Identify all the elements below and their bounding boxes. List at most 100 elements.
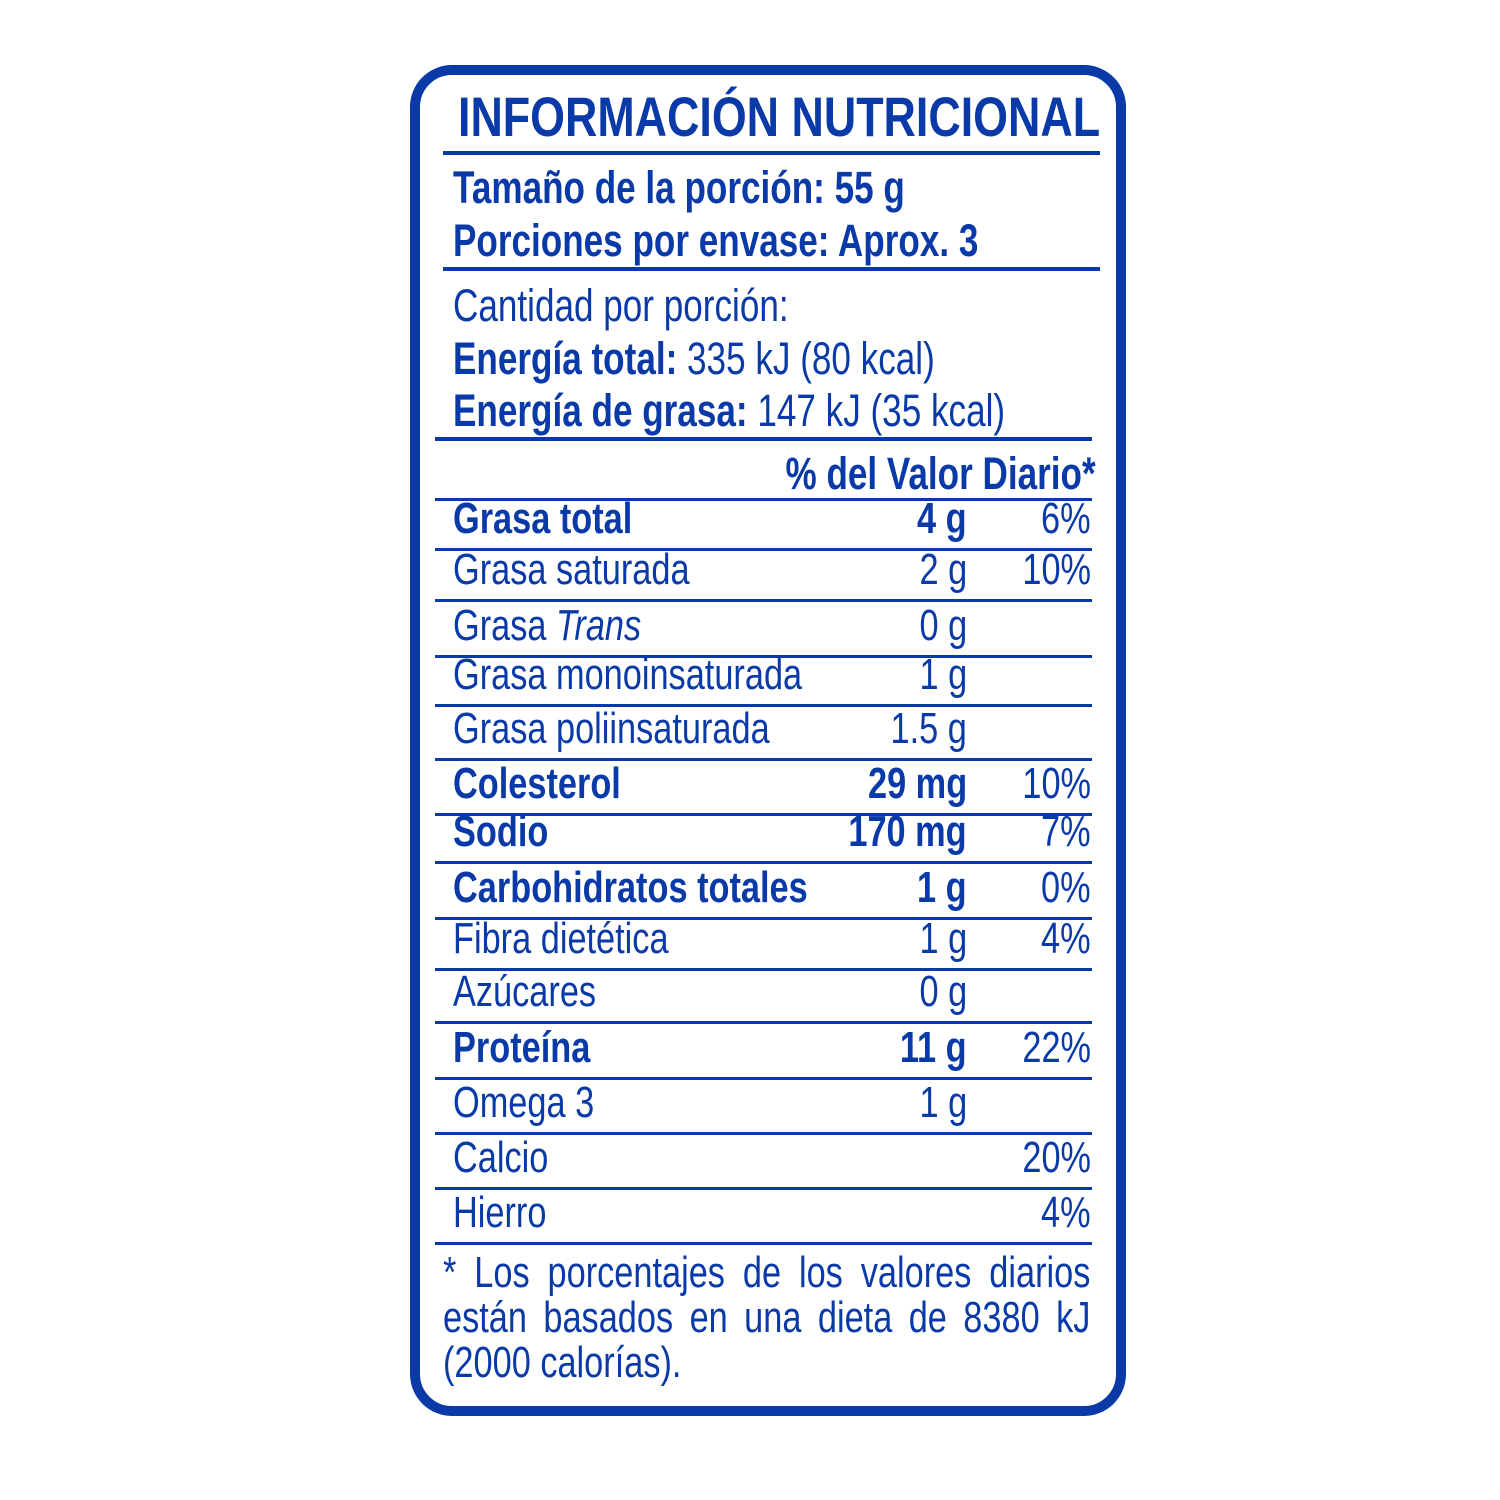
nutrient-daily-value: 22% (1003, 1023, 1091, 1073)
energy-total-value: 335 kJ (80 kcal) (677, 333, 935, 384)
divider (435, 1132, 1092, 1135)
serving-size: Tamaño de la porción: 55 g (453, 162, 1032, 214)
nutrient-daily-value-text: 20% (1022, 1133, 1091, 1182)
nutrient-name-text: Grasa saturada (453, 545, 690, 594)
divider (443, 151, 1100, 155)
nutrient-name-text: Omega 3 (453, 1078, 595, 1127)
nutrient-daily-value-text: 4% (1041, 914, 1091, 963)
energy-fat: Energía de grasa: 147 kJ (35 kcal) (453, 385, 1161, 437)
nutrient-name-text: Grasa Trans (453, 601, 642, 650)
divider (435, 917, 1092, 920)
nutrient-amount-text: 170 mg (848, 807, 967, 856)
nutrient-amount: 4 g (903, 494, 967, 544)
nutrient-amount: 0 g (906, 601, 967, 651)
nutrient-name: Grasa poliinsaturada (453, 704, 859, 754)
nutrient-amount: 1 g (906, 914, 967, 964)
nutrient-amount-text: 0 g (919, 601, 967, 650)
nutrient-amount: 0 g (906, 967, 967, 1017)
nutrient-amount: 1 g (903, 863, 967, 913)
servings-per-container: Porciones por envase: Aprox. 3 (453, 215, 1127, 267)
label-border (410, 65, 1126, 1416)
nutrient-row: Grasa monoinsaturada 1 g (443, 650, 1091, 704)
nutrient-name: Calcio (453, 1133, 575, 1183)
nutrient-name-text: Azúcares (453, 967, 597, 1016)
nutrient-amount-text: 1.5 g (890, 704, 967, 753)
divider (443, 267, 1100, 271)
nutrient-row: Sodio 170 mg 7% (443, 807, 1091, 861)
nutrient-daily-value-text: 10% (1022, 545, 1091, 594)
energy-total-label: Energía total: (453, 333, 678, 384)
divider (435, 1077, 1092, 1080)
nutrient-row: Carbohidratos totales 1 g 0% (443, 863, 1091, 917)
nutrient-amount-text: 0 g (919, 967, 967, 1016)
divider (435, 1242, 1092, 1245)
nutrient-row: Calcio 20% (443, 1133, 1091, 1187)
nutrient-name: Grasa monoinsaturada (453, 650, 901, 700)
nutrient-row: Grasa poliinsaturada 1.5 g (443, 704, 1091, 758)
nutrient-name: Grasa Trans (453, 601, 694, 651)
nutrient-name: Carbohidratos totales (453, 863, 908, 913)
daily-value-header-text: % del Valor Diario* (785, 448, 1096, 499)
nutrient-daily-value: 10% (1003, 545, 1091, 595)
divider (435, 548, 1092, 551)
nutrient-name: Hierro (453, 1188, 573, 1238)
nutrient-name: Proteína (453, 1023, 629, 1073)
divider (435, 968, 1092, 971)
nutrient-daily-value: 10% (1003, 759, 1091, 809)
divider (435, 655, 1092, 658)
divider (435, 704, 1092, 707)
energy-fat-label: Energía de grasa: (453, 385, 748, 436)
nutrient-name-text: Hierro (453, 1188, 547, 1237)
nutrient-daily-value-text: 22% (1022, 1023, 1091, 1072)
serving-size-text: Tamaño de la porción: 55 g (453, 162, 905, 213)
nutrient-amount-text: 1 g (919, 650, 967, 699)
daily-value-header: % del Valor Diario* (698, 448, 1096, 500)
nutrient-name: Fibra dietética (453, 914, 729, 964)
servings-text: Porciones por envase: Aprox. 3 (453, 215, 979, 266)
energy-total: Energía total: 335 kJ (80 kcal) (453, 333, 1071, 385)
nutrient-row: Proteína 11 g 22% (443, 1023, 1091, 1077)
label-title: INFORMACIÓN NUTRICIONAL (458, 84, 1261, 149)
nutrient-daily-value: 6% (1027, 494, 1091, 544)
nutrient-name: Colesterol (453, 759, 668, 809)
amount-per-serving-text: Cantidad por porción: (453, 280, 789, 331)
nutrient-amount: 1 g (906, 1078, 967, 1128)
nutrient-row: Omega 3 1 g (443, 1078, 1091, 1132)
title-text: INFORMACIÓN NUTRICIONAL (458, 85, 1101, 148)
nutrient-daily-value: 4% (1027, 1188, 1091, 1238)
nutrient-name: Omega 3 (453, 1078, 634, 1128)
nutrient-amount: 170 mg (815, 807, 967, 857)
nutrient-amount: 29 mg (840, 759, 967, 809)
nutrient-amount-text: 1 g (917, 863, 967, 912)
nutrient-amount: 2 g (906, 545, 967, 595)
nutrient-daily-value: 7% (1027, 807, 1091, 857)
nutrient-daily-value-text: 10% (1022, 759, 1091, 808)
nutrient-daily-value-text: 4% (1041, 1188, 1091, 1237)
nutrient-amount-text: 11 g (900, 1023, 967, 1072)
divider (435, 498, 1092, 501)
nutrient-daily-value: 0% (1027, 863, 1091, 913)
nutrient-name: Grasa saturada (453, 545, 756, 595)
divider (435, 1187, 1092, 1190)
nutrient-name-text: Fibra dietética (453, 914, 669, 963)
nutrient-amount-text: 1 g (919, 1078, 967, 1127)
nutrient-daily-value: 4% (1027, 914, 1091, 964)
divider (435, 813, 1092, 816)
nutrient-row: Grasa saturada 2 g 10% (443, 545, 1091, 599)
nutrient-amount-text: 1 g (919, 914, 967, 963)
footnote: * Los porcentajes de los valores diarios… (443, 1248, 1091, 1387)
nutrient-row: Fibra dietética 1 g 4% (443, 914, 1091, 968)
nutrient-name-text: Proteína (453, 1023, 591, 1072)
nutrient-name: Sodio (453, 807, 575, 857)
nutrient-daily-value-text: 7% (1041, 807, 1091, 856)
nutrient-daily-value: 20% (1003, 1133, 1091, 1183)
divider (435, 758, 1092, 761)
nutrient-name: Azúcares (453, 967, 636, 1017)
nutrient-row: Hierro 4% (443, 1188, 1091, 1242)
nutrient-daily-value-text: 6% (1041, 494, 1091, 543)
nutrient-row: Grasa Trans 0 g (443, 601, 1091, 655)
nutrient-name-text: Grasa total (453, 494, 633, 543)
nutrient-name: Grasa total (453, 494, 683, 544)
nutrient-row: Grasa total 4 g 6% (443, 494, 1091, 548)
nutrient-amount-text: 29 mg (867, 759, 967, 808)
